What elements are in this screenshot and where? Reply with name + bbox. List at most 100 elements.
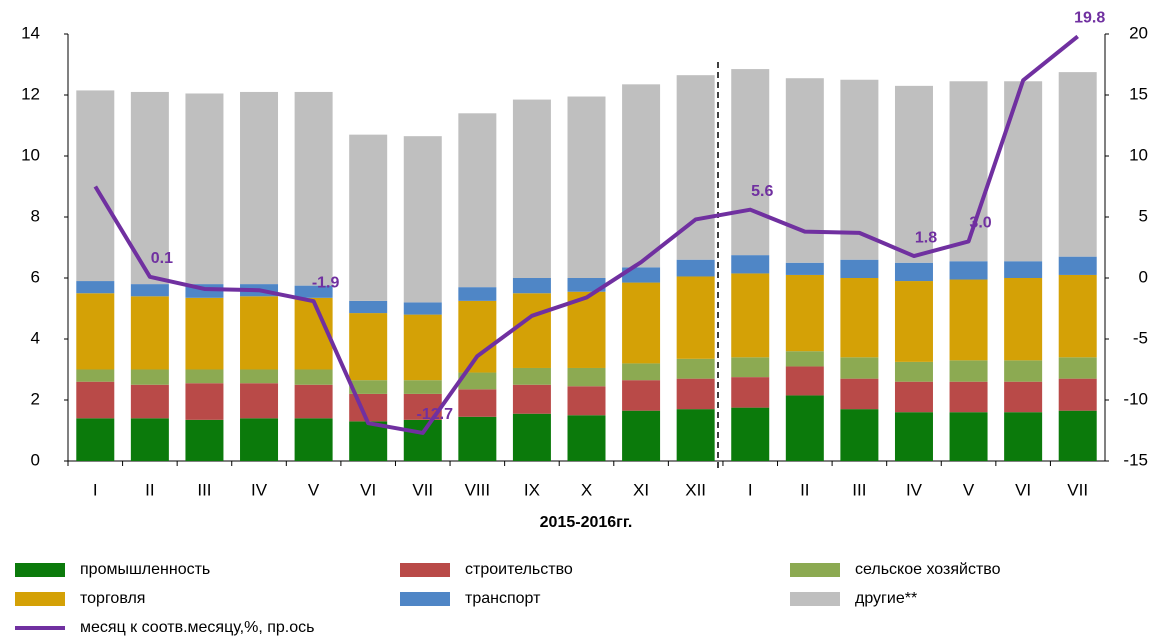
y2-tick-label: -10 — [1123, 389, 1148, 408]
legend-label: промышленность — [80, 561, 210, 578]
bar-segment — [949, 360, 988, 382]
x-tick-label: IV — [906, 480, 923, 499]
bar-segment — [731, 255, 770, 274]
y2-tick-label: -15 — [1123, 450, 1148, 469]
legend-swatch — [400, 592, 450, 606]
y2-tick-label: 20 — [1129, 23, 1148, 42]
y-tick-label: 14 — [21, 23, 40, 42]
y2-tick-label: 15 — [1129, 84, 1148, 103]
x-axis-label: 2015-2016гг. — [540, 514, 633, 531]
bar-segment — [894, 412, 933, 461]
bar-segment — [840, 259, 879, 278]
bar-segment — [894, 281, 933, 362]
bar-segment — [185, 93, 224, 285]
y2-tick-label: -5 — [1133, 328, 1148, 347]
bar-segment — [130, 384, 169, 419]
bar-segment — [731, 69, 770, 256]
bar-segment — [676, 378, 715, 410]
bar-segment — [294, 91, 333, 286]
bar-segment — [240, 91, 279, 285]
x-tick-label: VIII — [465, 480, 491, 499]
bar-segment — [512, 293, 551, 368]
bar-segment — [130, 418, 169, 461]
y-tick-label: 8 — [31, 206, 40, 225]
data-label: 0.1 — [151, 250, 173, 267]
y-tick-label: 6 — [31, 267, 40, 286]
x-tick-label: VI — [360, 480, 376, 499]
bar-segment — [567, 367, 606, 387]
bar-segment — [622, 267, 661, 283]
x-tick-label: V — [963, 480, 975, 499]
bar-segment — [458, 372, 497, 390]
bar-segment — [512, 384, 551, 414]
bar-segment — [76, 369, 115, 382]
x-tick-label: II — [800, 480, 809, 499]
bar-segment — [349, 300, 388, 314]
bar-segment — [403, 314, 442, 381]
legend-label: сельское хозяйство — [855, 561, 1001, 578]
bar-segment — [76, 90, 115, 282]
bar-segment — [130, 369, 169, 385]
x-tick-label: VII — [1067, 480, 1088, 499]
bar-segment — [840, 278, 879, 358]
bar-segment — [676, 276, 715, 359]
bar-segment — [76, 418, 115, 461]
bar-segment — [1058, 378, 1097, 411]
y-tick-label: 4 — [31, 328, 40, 347]
bar-segment — [1004, 381, 1043, 413]
bar-segment — [622, 363, 661, 381]
bar-segment — [894, 381, 933, 413]
bar-segment — [185, 383, 224, 420]
bar-segment — [785, 274, 824, 352]
bar-segment — [567, 278, 606, 292]
bar-segment — [894, 85, 933, 263]
bar-segment — [567, 386, 606, 416]
bar-segment — [785, 262, 824, 275]
bar-segment — [567, 415, 606, 461]
bar-segment — [130, 284, 169, 297]
y-tick-label: 2 — [31, 389, 40, 408]
bar-segment — [567, 291, 606, 368]
bar-segment — [185, 419, 224, 461]
bar-segment — [949, 81, 988, 262]
bar-segment — [622, 282, 661, 364]
bar-segment — [1004, 412, 1043, 461]
x-tick-label: V — [308, 480, 320, 499]
line-series — [93, 34, 1079, 435]
y-tick-label: 12 — [21, 84, 40, 103]
data-label: 1.8 — [915, 229, 937, 246]
bar-segment — [1058, 72, 1097, 257]
x-tick-label: IX — [524, 480, 540, 499]
y-tick-label: 0 — [31, 450, 40, 469]
bar-segment — [731, 357, 770, 378]
y2-tick-label: 10 — [1129, 145, 1148, 164]
bar-segment — [1058, 256, 1097, 275]
bar-segment — [1004, 81, 1043, 262]
legend-swatch — [400, 563, 450, 577]
bar-segment — [785, 78, 824, 263]
legend-swatch — [15, 563, 65, 577]
bar-segment — [785, 366, 824, 396]
bar-segment — [294, 369, 333, 385]
bar-segment — [294, 384, 333, 419]
bar-segment — [1004, 278, 1043, 361]
bar-segment — [785, 351, 824, 367]
bar-segment — [403, 419, 442, 461]
bar-segment — [894, 262, 933, 282]
x-tick-label: III — [852, 480, 866, 499]
bar-segment — [1058, 357, 1097, 379]
bar-segment — [840, 79, 879, 260]
bar-segment — [349, 380, 388, 394]
bar-segment — [731, 407, 770, 461]
bar-segment — [731, 273, 770, 358]
bar-segment — [949, 381, 988, 413]
bar-segment — [403, 136, 442, 303]
data-label: 3.0 — [969, 215, 991, 232]
bar-segment — [840, 409, 879, 461]
x-tick-label: VII — [412, 480, 433, 499]
bar-segment — [512, 278, 551, 294]
bar-segment — [1058, 410, 1097, 461]
bar-segment — [949, 412, 988, 461]
legend-swatch — [790, 563, 840, 577]
